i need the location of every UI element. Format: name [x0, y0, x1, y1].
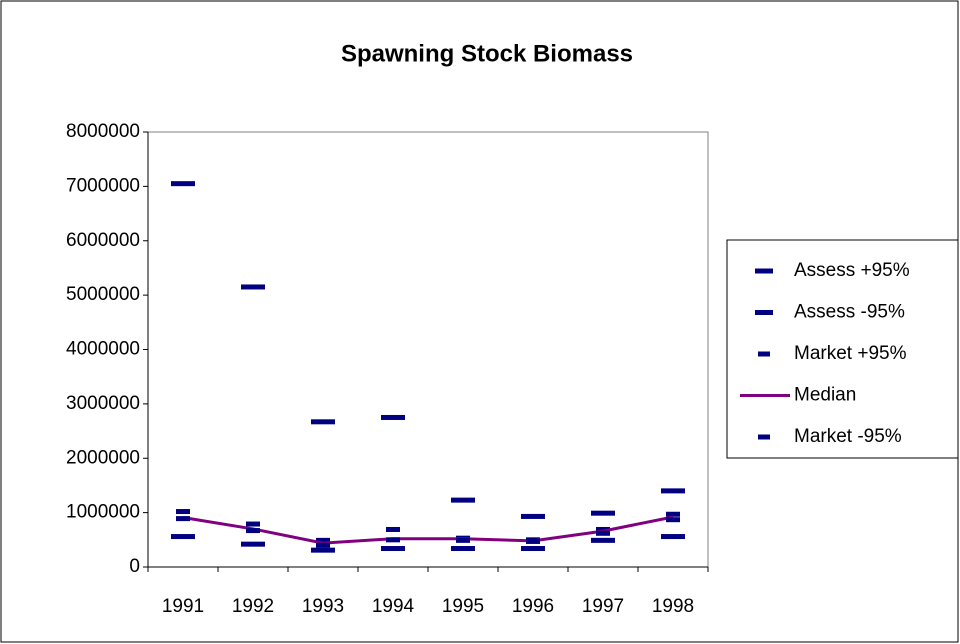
dash-marker: [246, 521, 260, 527]
dash-marker: [596, 526, 610, 532]
legend-label: Median: [794, 385, 856, 406]
x-tick-label: 1995: [442, 596, 484, 617]
dash-marker: [591, 510, 615, 516]
dash-marker: [386, 526, 400, 532]
dash-marker: [661, 534, 685, 540]
dash-marker: [316, 537, 330, 543]
y-tick-label: 0: [129, 556, 140, 577]
legend-swatch: [758, 351, 770, 357]
dash-marker: [451, 497, 475, 503]
dash-marker: [171, 181, 195, 187]
legend-swatch: [758, 434, 770, 440]
y-tick-label: 4000000: [66, 339, 140, 360]
dash-marker: [171, 534, 195, 540]
legend-swatch: [755, 268, 773, 274]
dash-marker: [241, 284, 265, 290]
x-tick-label: 1993: [302, 596, 344, 617]
dash-marker: [661, 488, 685, 494]
dash-marker: [521, 513, 545, 519]
y-tick-label: 8000000: [66, 121, 140, 142]
y-tick-label: 7000000: [66, 175, 140, 196]
legend-label: Market -95%: [794, 426, 902, 447]
dash-marker: [666, 517, 680, 523]
x-tick-label: 1991: [162, 596, 204, 617]
x-tick-label: 1997: [582, 596, 624, 617]
legend-swatch: [755, 310, 773, 315]
y-tick-label: 6000000: [66, 230, 140, 251]
median-line: [182, 515, 674, 545]
chart-title: Spawning Stock Biomass: [341, 40, 633, 67]
x-tick-label: 1996: [512, 596, 554, 617]
x-tick-label: 1998: [652, 596, 694, 617]
dash-marker: [316, 542, 330, 548]
dash-marker: [311, 547, 335, 553]
dash-marker: [176, 509, 190, 515]
y-tick-label: 1000000: [66, 502, 140, 523]
dash-marker: [526, 538, 540, 544]
dash-marker: [176, 516, 190, 522]
x-tick-label: 1994: [372, 596, 415, 617]
dash-marker: [311, 419, 335, 425]
legend-label: Market +95%: [794, 343, 907, 364]
dash-marker: [386, 537, 400, 543]
dash-marker: [666, 511, 680, 517]
x-tick-label: 1992: [232, 596, 274, 617]
legend: [726, 239, 959, 459]
dash-marker: [451, 546, 475, 552]
dash-marker: [241, 541, 265, 547]
dash-marker: [596, 530, 610, 536]
legend-label: Assess -95%: [794, 302, 905, 323]
dash-marker: [521, 546, 545, 552]
dash-marker: [381, 414, 405, 420]
legend-label: Assess +95%: [794, 260, 910, 281]
plot-area: [147, 131, 709, 568]
y-tick-label: 3000000: [66, 393, 140, 414]
y-tick-label: 5000000: [66, 284, 140, 305]
dash-marker: [591, 537, 615, 543]
dash-marker: [456, 537, 470, 543]
dash-marker: [381, 546, 405, 552]
y-tick-label: 2000000: [66, 447, 140, 468]
dash-marker: [246, 528, 260, 534]
